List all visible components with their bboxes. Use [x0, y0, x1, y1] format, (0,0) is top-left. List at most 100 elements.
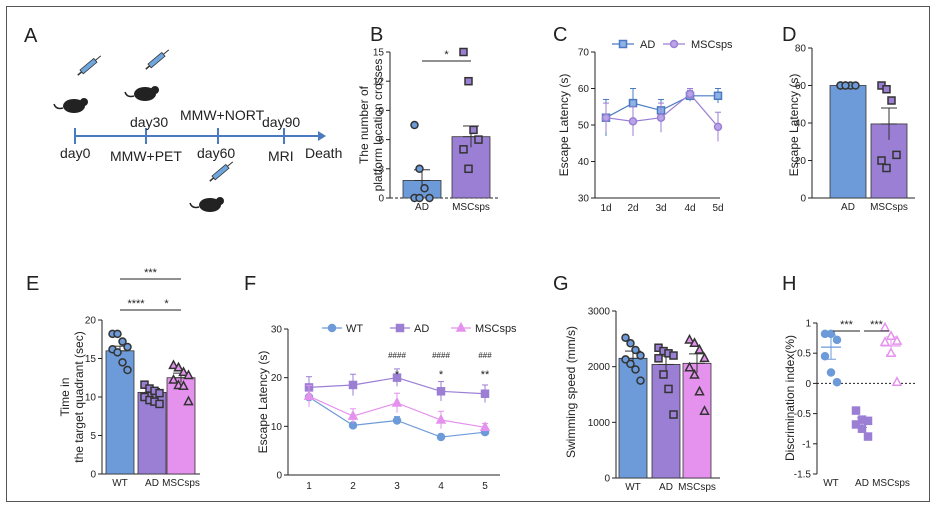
y-tick-label: 0 [276, 471, 282, 482]
series-mscsps [601, 88, 723, 142]
data-point [863, 416, 873, 426]
y-tick-label: 20 [795, 156, 807, 167]
x-tick-label: AD [855, 478, 869, 489]
y-tick-label: 12 [373, 77, 385, 88]
timeline-arrow-icon [318, 131, 326, 141]
y-tick-label: 1 [805, 319, 811, 330]
legend-marker [327, 323, 337, 333]
data-point [689, 368, 700, 379]
syringe-icon [145, 49, 170, 70]
y-tick-label: 20 [271, 373, 283, 384]
data-point [826, 368, 836, 377]
y-tick-label: -1 [802, 439, 811, 450]
data-point [891, 335, 903, 345]
data-point [464, 76, 473, 86]
data-point [882, 163, 891, 173]
panel-g: G 0 1000 2000 3000 Swimming speed (mm/s) WT AD M… [553, 273, 720, 493]
data-point [459, 47, 468, 57]
panel-label-e: E [26, 273, 39, 295]
x-tick-label: MSCsps [678, 482, 716, 493]
y-tick-label: 10 [85, 393, 97, 404]
y-tick-label: -0.5 [794, 409, 812, 420]
panel-e: E 0 5 10 15 20 Time inthe target quadrant (sec… [26, 267, 200, 489]
series-mscsps [303, 384, 491, 432]
legend-label: AD [640, 39, 655, 51]
syringe-icon [209, 161, 234, 182]
data-point [877, 156, 886, 165]
data-point [669, 351, 678, 360]
significance-label: *** [870, 319, 884, 331]
data-point [113, 329, 122, 339]
x-tick-label: AD [415, 202, 429, 213]
data-point [621, 333, 630, 342]
data-point [436, 387, 446, 396]
y-tick-label: 30 [271, 325, 283, 336]
data-point [303, 390, 315, 400]
data-point [885, 347, 897, 357]
y-tick-label: 70 [578, 48, 590, 59]
data-point [626, 339, 635, 348]
data-point [155, 388, 164, 398]
annotation-hash: #### [432, 351, 450, 360]
timeline-label-mmw-nort: MMW+NORT [180, 107, 265, 123]
timeline-label-day0: day0 [60, 145, 91, 161]
data-point [820, 351, 830, 361]
y-axis-label: Swimming speed (mm/s) [564, 326, 578, 458]
panel-label-h: H [782, 273, 796, 295]
x-tick-label: 5d [712, 203, 723, 214]
data-point [699, 405, 710, 415]
x-tick-label: AD [841, 202, 855, 213]
legend-label: WT [346, 323, 363, 335]
data-point [436, 432, 446, 442]
data-point [636, 351, 645, 360]
y-axis-label: Escape Latency (s) [787, 74, 801, 177]
y-tick-label: 0 [800, 194, 806, 205]
panel-label-g: G [553, 273, 569, 295]
data-point [391, 396, 403, 407]
annotation-star: ** [481, 369, 490, 381]
significance-label: * [444, 49, 449, 61]
figure-border [6, 6, 930, 502]
x-tick-label: WT [625, 482, 641, 493]
x-tick-label: MSCsps [452, 202, 490, 213]
y-tick-label: 40 [795, 119, 807, 130]
data-point [479, 421, 491, 432]
significance-label: * [164, 298, 169, 310]
timeline-label-day30: day30 [130, 114, 168, 130]
y-tick-label: 30 [578, 194, 590, 205]
data-point [173, 361, 184, 372]
legend-marker [395, 323, 405, 333]
mouse-icon [189, 197, 224, 212]
data-point [415, 164, 424, 174]
data-point [392, 416, 402, 425]
data-point [699, 352, 710, 363]
data-point [392, 373, 402, 382]
timeline-label-mmw-pet: MMW+PET [110, 148, 182, 164]
panel-label-d: D [782, 24, 796, 46]
data-point [183, 369, 194, 380]
data-point [669, 410, 678, 419]
data-point [168, 359, 179, 370]
annotation-star: * [439, 369, 444, 381]
data-point [851, 81, 860, 90]
y-axis-label: Time inthe target quadrant (sec) [58, 331, 86, 462]
data-point [659, 370, 668, 379]
x-tick-label: MSCsps [872, 478, 910, 489]
x-tick-label: WT [823, 478, 839, 489]
data-point [420, 184, 429, 193]
data-point [410, 120, 419, 130]
bar-ad [651, 364, 681, 479]
x-tick-label: 1d [600, 203, 611, 214]
data-point [882, 85, 891, 94]
x-tick-label: 5 [482, 481, 488, 492]
timeline-label-mri: MRI [268, 148, 294, 164]
y-tick-label: 15 [373, 48, 385, 59]
y-tick-label: 3 [378, 164, 384, 175]
x-tick-label: AD [659, 482, 673, 493]
legend-marker [618, 39, 628, 49]
data-point [480, 389, 490, 398]
data-point [879, 336, 891, 347]
y-tick-label: 0 [604, 474, 610, 485]
y-tick-label: 1000 [588, 418, 611, 429]
